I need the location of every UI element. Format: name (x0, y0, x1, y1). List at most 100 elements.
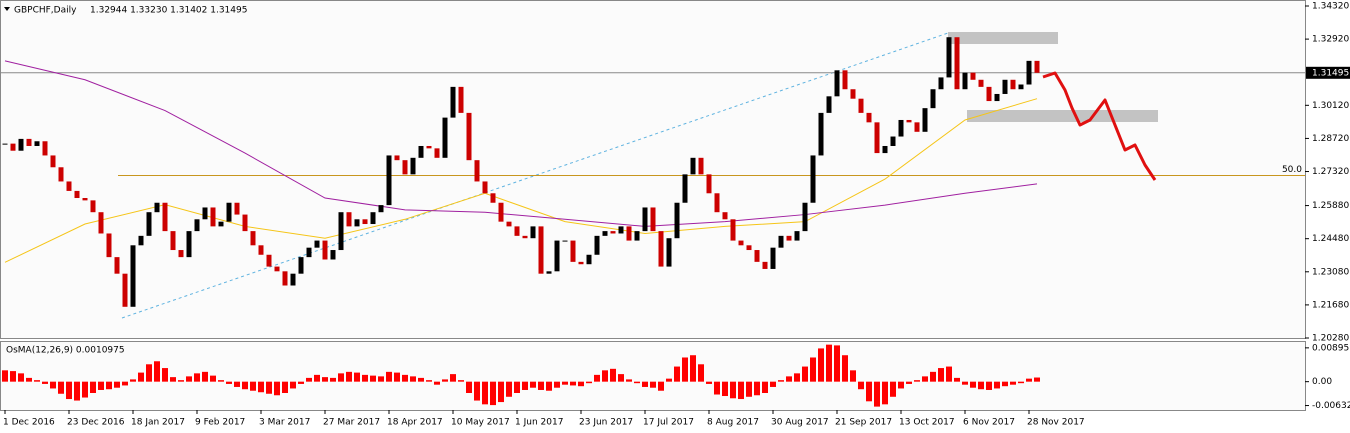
y-tick-label: 1.20280 (1312, 334, 1349, 344)
osma-bar (2, 370, 8, 382)
candle (978, 79, 984, 87)
osma-bar (410, 376, 416, 382)
candle (474, 160, 480, 182)
osma-bar (170, 377, 176, 382)
candle (610, 231, 616, 234)
candle (330, 250, 336, 260)
current-price-label: 1.31495 (1312, 68, 1349, 78)
osma-bar (1010, 381, 1016, 385)
candle (706, 174, 712, 194)
osma-bar (754, 381, 760, 396)
y-tick-label: 1.23080 (1312, 267, 1349, 277)
osma-bar (1018, 381, 1024, 384)
candle (482, 181, 488, 194)
candle (18, 138, 24, 151)
osma-bar (978, 381, 984, 390)
osma-bar (762, 381, 768, 393)
osma-bar (778, 380, 784, 382)
candle (1002, 79, 1008, 94)
candle (26, 138, 32, 146)
candle (122, 273, 128, 307)
candle (850, 89, 856, 99)
osma-bar (146, 364, 152, 382)
candle (434, 148, 440, 158)
osma-bar (490, 381, 496, 406)
candle (930, 89, 936, 109)
osma-bar (202, 371, 208, 382)
candle (938, 77, 944, 90)
osma-bar (290, 381, 296, 389)
level-label: 50.0 (1282, 165, 1302, 175)
candle (866, 112, 872, 123)
candle (666, 238, 672, 267)
osma-bar (482, 381, 488, 405)
x-tick-label: 23 Jun 2017 (579, 418, 633, 428)
osma-bar (810, 357, 816, 382)
candle (274, 266, 280, 272)
candle (282, 271, 288, 286)
osma-bar (26, 377, 32, 382)
x-tick-label: 9 Feb 2017 (195, 418, 245, 428)
candle (218, 221, 224, 227)
candle (690, 157, 696, 175)
osma-bar (818, 348, 824, 382)
candle (186, 231, 192, 258)
candle (682, 174, 688, 203)
osma-bar (858, 381, 864, 390)
candle (570, 240, 576, 262)
candle (178, 250, 184, 258)
candle (626, 226, 632, 241)
osma-bar (386, 371, 392, 382)
candle (386, 155, 392, 206)
osma-bar (42, 381, 48, 384)
candle (210, 207, 216, 227)
candle (114, 257, 120, 274)
candle (802, 202, 808, 232)
osma-bar (1026, 378, 1032, 382)
osma-bar (706, 381, 712, 384)
candle (162, 202, 168, 232)
candle (466, 112, 472, 161)
candle (506, 221, 512, 227)
osma-bar (714, 381, 720, 395)
osma-bar (58, 381, 64, 394)
candle (98, 212, 104, 234)
osma-bar (106, 381, 112, 390)
osma-bar (570, 381, 576, 386)
candle (546, 271, 552, 274)
osma-tick-label: 0.00 (1312, 377, 1332, 387)
osma-bar (954, 377, 960, 382)
osma-bar (162, 368, 168, 382)
candle (450, 86, 456, 118)
x-tick-label: 18 Jan 2017 (131, 418, 185, 428)
osma-bar (946, 366, 952, 382)
osma-bar (274, 381, 280, 396)
osma-bar (746, 381, 752, 397)
candle (698, 157, 704, 175)
x-tick-label: 18 Apr 2017 (387, 418, 443, 428)
osma-bar (890, 381, 896, 397)
osma-bar (346, 371, 352, 382)
candle (738, 240, 744, 246)
osma-bar (122, 381, 128, 386)
candle (578, 261, 584, 265)
osma-bar (466, 381, 472, 393)
candle (514, 226, 520, 236)
osma-bar (242, 381, 248, 390)
candle (138, 235, 144, 246)
osma-bar (458, 380, 464, 382)
candle (74, 190, 80, 199)
osma-bar (522, 381, 528, 390)
osma-bar (314, 374, 320, 382)
osma-bar (266, 381, 272, 394)
candle (354, 219, 360, 227)
osma-bar (330, 377, 336, 382)
x-tick-label: 6 Nov 2017 (963, 418, 1015, 428)
osma-bar (426, 380, 432, 382)
osma-bar (362, 374, 368, 382)
osma-bar (154, 361, 160, 382)
osma-bar (298, 381, 304, 384)
osma-bar (722, 381, 728, 397)
osma-bar (442, 379, 448, 382)
